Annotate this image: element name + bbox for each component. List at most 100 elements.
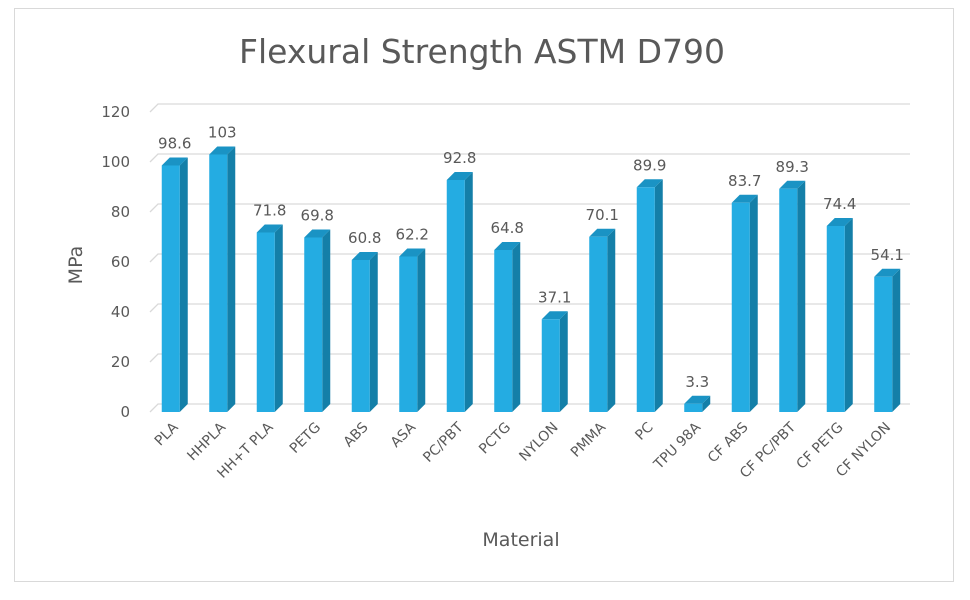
data-label: 54.1 [871,246,904,264]
bar-PMMA [589,228,616,412]
gridline-100 [149,153,910,163]
bar-front [256,232,275,412]
y-tick-label: 80 [111,203,130,221]
bar-top [731,194,758,203]
data-label: 60.8 [348,229,381,247]
bar-PLA [161,157,188,412]
y-tick-label: 60 [111,253,130,271]
data-label: 83.7 [728,172,761,190]
x-tick-label: PETG [287,420,324,457]
bar-side [607,228,616,412]
x-tick-label: NYLON [516,420,561,465]
bar-side [369,252,378,412]
bar-side [797,180,806,412]
data-label: 62.2 [396,226,429,244]
x-axis-title: Material [482,529,559,551]
data-label: 74.4 [823,195,856,213]
data-label: 3.3 [685,373,709,391]
bar-PC [636,179,663,412]
chart-title: Flexural Strength ASTM D790 [239,32,725,71]
bar-side [417,248,426,412]
x-tick-label: PCTG [476,420,514,458]
bar-top [874,268,901,277]
data-label: 89.3 [776,158,809,176]
bar-ASA [399,248,426,412]
data-label: 98.6 [158,135,191,153]
bar-top [209,146,236,155]
bar-side [179,157,188,412]
bar-front [636,187,655,412]
bar-PCTG [494,242,521,412]
data-label: 103 [208,124,237,142]
bar-front [731,202,750,412]
x-tick-label: ASA [388,419,420,451]
bar-front [874,276,893,412]
bar-side [702,395,711,412]
bar-side [654,179,663,412]
bar-front [399,256,418,412]
data-label: 89.9 [633,156,666,174]
bar-top [399,248,426,257]
bar-top [779,180,806,189]
bar-PC/PBT [446,172,473,412]
gridline-120 [149,103,910,113]
bar-side [274,224,283,412]
bar-top [351,252,378,260]
bar-side [892,268,901,412]
bar-CF ABS [731,194,758,412]
x-tick-label: PLA [152,419,182,449]
x-tick-label: HHPLA [184,419,229,464]
bar-top [304,229,331,238]
bar-top [541,311,568,320]
bar-CF PETG [826,218,853,412]
bar-front [209,154,228,412]
bar-front [779,188,798,412]
bar-HH+T PLA [256,224,283,412]
bar-top [684,395,711,404]
bar-front [826,226,845,412]
x-tick-label: TPU 98A [650,419,704,473]
bar-front [589,236,608,412]
bar-CF PC/PBT [779,180,806,412]
bar-side [322,229,331,412]
bar-side [844,218,853,412]
x-tick-label: PC/PBT [420,419,467,466]
bar-PETG [304,229,331,412]
bar-top [826,218,853,226]
y-tick-label: 20 [111,353,130,371]
bar-front [541,319,560,412]
data-label: 37.1 [538,288,571,306]
data-label: 64.8 [491,219,524,237]
bar-top [446,172,473,180]
y-tick-label: 100 [101,153,130,171]
bar-HHPLA [209,146,236,412]
bar-TPU 98A [684,395,711,412]
y-tick-label: 0 [120,403,130,421]
bar-front [446,180,465,412]
bars [161,146,901,412]
bar-side [559,311,568,412]
bar-front [684,403,703,412]
data-labels: 98.6 103 71.8 69.8 60.8 62.2 92.8 64.8 37.1 70.1 8… [158,124,904,391]
bar-side [749,194,758,412]
y-axis-title: MPa [65,246,87,285]
bar-top [161,157,188,166]
bar-top [636,179,663,188]
bar-side [512,242,521,412]
bar-front [161,165,180,412]
data-label: 69.8 [301,207,334,225]
bar-side [227,146,236,412]
x-tick-label: PMMA [568,419,609,460]
y-axis-ticks: 0 20 40 60 80 100 120 [101,103,130,421]
data-label: 92.8 [443,149,476,167]
bar-top [589,228,616,237]
x-tick-label: ABS [341,419,372,450]
bar-front [304,237,323,412]
bar-front [494,250,513,412]
data-label: 71.8 [253,202,286,220]
y-tick-label: 120 [101,103,130,121]
x-tick-label: CF ABS [705,419,752,466]
bar-side [464,172,473,412]
